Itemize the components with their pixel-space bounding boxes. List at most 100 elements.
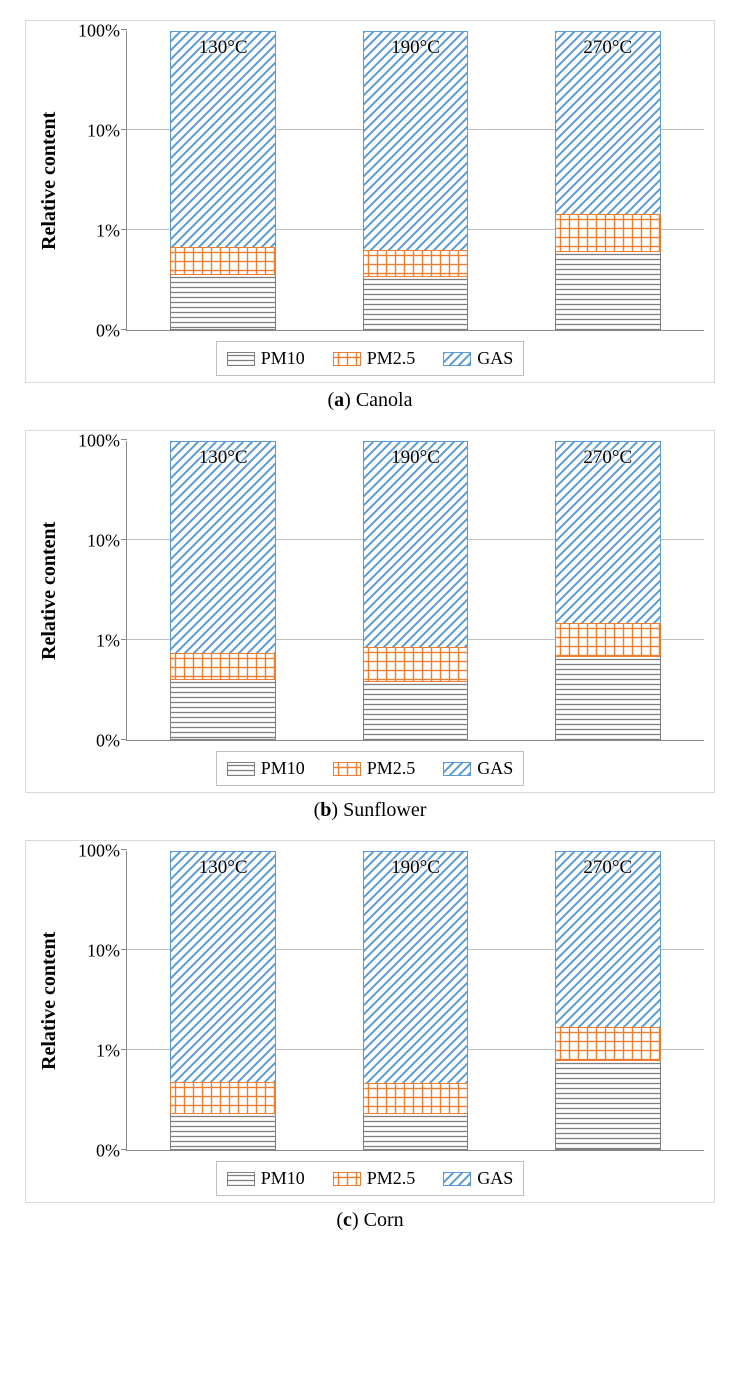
legend: PM10 PM2.5 GAS	[216, 751, 525, 786]
chart-panel-canola: Relative content0%1%10%100%130°C190°C270…	[25, 20, 715, 383]
bar-label: 270°C	[583, 37, 632, 59]
chart: Relative content0%1%10%100%130°C190°C270…	[36, 31, 704, 376]
legend-item-gas: GAS	[443, 348, 513, 369]
bar-segment-gas	[170, 31, 276, 247]
legend-label: PM2.5	[367, 1168, 416, 1189]
bar: 130°C	[170, 851, 276, 1150]
legend-item-gas: GAS	[443, 758, 513, 779]
y-tick-label: 100%	[78, 841, 120, 862]
legend-item-pm25: PM2.5	[333, 758, 416, 779]
bar: 190°C	[363, 441, 469, 740]
legend-swatch-gas	[443, 762, 471, 776]
y-tick-label: 0%	[96, 731, 120, 752]
y-axis-label: Relative content	[36, 851, 66, 1151]
bar: 130°C	[170, 31, 276, 330]
bar-segment-pm10	[363, 682, 469, 740]
bar-label: 190°C	[391, 447, 440, 469]
bar-segment-gas	[363, 441, 469, 647]
y-tick-mark	[121, 29, 127, 30]
bar: 270°C	[555, 441, 661, 740]
legend: PM10 PM2.5 GAS	[216, 1161, 525, 1196]
bar-segment-pm25	[363, 250, 469, 277]
chart: Relative content0%1%10%100%130°C190°C270…	[36, 851, 704, 1196]
bars-container: 130°C 190°C 270°C	[127, 441, 704, 740]
chart: Relative content0%1%10%100%130°C190°C270…	[36, 441, 704, 786]
bar-segment-pm25	[555, 1027, 661, 1061]
figure-root: Relative content 0% 1% 10% 100% 130°C 190°C 270…	[10, 20, 730, 1232]
legend-item-pm25: PM2.5	[333, 1168, 416, 1189]
plot-area: 130°C 190°C 270°C	[126, 851, 704, 1151]
legend-swatch-pm10	[227, 762, 255, 776]
chart-panel-sunflower: Relative content 0% 1% 10% 100% 130°C 190°C 270…	[25, 430, 715, 793]
bar-segment-pm10	[363, 277, 469, 330]
bar-segment-pm25	[170, 1082, 276, 1114]
bar-label: 130°C	[199, 857, 248, 879]
bar-label: 190°C	[391, 37, 440, 59]
bar-label: 270°C	[583, 447, 632, 469]
bar-segment-pm10	[170, 680, 276, 740]
legend-label: PM10	[261, 1168, 305, 1189]
bar-label: 130°C	[199, 37, 248, 59]
bar: 190°C	[363, 31, 469, 330]
bar-label: 270°C	[583, 857, 632, 879]
legend-label: PM10	[261, 758, 305, 779]
bar-label: 190°C	[391, 857, 440, 879]
y-tick-label: 10%	[87, 941, 120, 962]
bar-segment-pm25	[170, 653, 276, 680]
bar-label: 130°C	[199, 447, 248, 469]
bar: 270°C	[555, 851, 661, 1150]
legend-label: GAS	[477, 1168, 513, 1189]
bars-container: 130°C 190°C 270°C	[127, 851, 704, 1150]
bar-segment-pm25	[555, 214, 661, 252]
legend-swatch-gas	[443, 352, 471, 366]
bar: 270°C	[555, 31, 661, 330]
legend-item-gas: GAS	[443, 1168, 513, 1189]
bar-segment-gas	[363, 31, 469, 250]
legend-label: GAS	[477, 348, 513, 369]
y-tick-mark	[121, 849, 127, 850]
panel-caption: (c) Corn	[10, 1209, 730, 1232]
y-axis: 0%1%10%100%	[66, 31, 126, 331]
y-tick-label: 1%	[96, 221, 120, 242]
legend-swatch-pm25	[333, 762, 361, 776]
legend-item-pm10: PM10	[227, 1168, 305, 1189]
y-tick-label: 1%	[96, 631, 120, 652]
legend-swatch-pm25	[333, 1172, 361, 1186]
plot-area: 130°C 190°C 270°C	[126, 441, 704, 741]
bar-segment-pm25	[555, 623, 661, 657]
bar-segment-pm10	[555, 1061, 661, 1150]
y-tick-mark	[121, 439, 127, 440]
panel-caption: (a) Canola	[10, 389, 730, 412]
legend-swatch-pm25	[333, 352, 361, 366]
bar-segment-pm10	[555, 657, 661, 740]
bar: 190°C	[363, 851, 469, 1150]
y-tick-label: 10%	[87, 531, 120, 552]
bar-segment-gas	[363, 851, 469, 1083]
bar: 130°C	[170, 441, 276, 740]
y-tick-label: 100%	[78, 431, 120, 452]
y-axis: 0%1%10%100%	[66, 851, 126, 1151]
y-axis-label: Relative content	[36, 441, 66, 741]
y-tick-label: 1%	[96, 1041, 120, 1062]
legend-label: PM10	[261, 348, 305, 369]
bars-container: 130°C 190°C 270°C	[127, 31, 704, 330]
y-tick-label: 100%	[78, 21, 120, 42]
legend-label: PM2.5	[367, 758, 416, 779]
bar-segment-pm25	[363, 1083, 469, 1114]
y-axis-label: Relative content	[36, 31, 66, 331]
legend-swatch-gas	[443, 1172, 471, 1186]
legend-item-pm10: PM10	[227, 348, 305, 369]
y-tick-label: 0%	[96, 1141, 120, 1162]
plot-area: 130°C 190°C 270°C	[126, 31, 704, 331]
bar-segment-pm10	[363, 1114, 469, 1150]
y-axis: 0%1%10%100%	[66, 441, 126, 741]
legend-item-pm10: PM10	[227, 758, 305, 779]
chart-panel-corn: Relative content 0% 1% 10% 100% 130°C 190°C 270…	[25, 840, 715, 1203]
bar-segment-gas	[170, 851, 276, 1082]
legend-item-pm25: PM2.5	[333, 348, 416, 369]
y-tick-label: 10%	[87, 121, 120, 142]
legend: PM10 PM2.5 GAS	[216, 341, 525, 376]
legend-label: GAS	[477, 758, 513, 779]
panel-caption: (b) Sunflower	[10, 799, 730, 822]
legend-label: PM2.5	[367, 348, 416, 369]
